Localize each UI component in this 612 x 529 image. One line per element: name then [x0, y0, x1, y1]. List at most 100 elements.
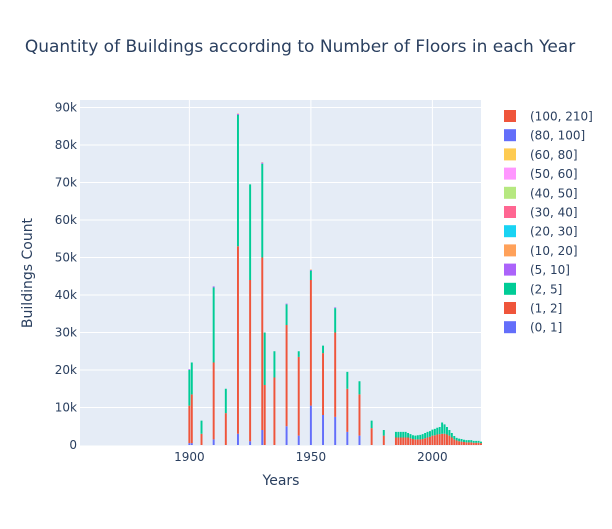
bar-segment[interactable] [441, 423, 443, 434]
bar-segment[interactable] [334, 307, 336, 308]
bar-segment[interactable] [383, 430, 385, 436]
bar-segment[interactable] [410, 438, 412, 445]
bar-segment[interactable] [446, 435, 448, 446]
bar-segment[interactable] [480, 443, 482, 445]
bar-segment[interactable] [422, 439, 424, 445]
bar-segment[interactable] [463, 442, 465, 445]
legend-item[interactable]: (5, 10] [504, 263, 570, 277]
bar-segment[interactable] [397, 438, 399, 446]
bar-segment[interactable] [458, 439, 460, 442]
bar-segment[interactable] [213, 286, 215, 287]
bar-segment[interactable] [298, 351, 300, 357]
bar-segment[interactable] [310, 271, 312, 280]
bar-segment[interactable] [451, 433, 453, 438]
bar-segment[interactable] [405, 438, 407, 446]
bar-segment[interactable] [322, 346, 324, 354]
bar-segment[interactable] [225, 413, 227, 445]
bar-segment[interactable] [191, 394, 193, 443]
bar-segment[interactable] [439, 434, 441, 445]
bar-segment[interactable] [286, 304, 288, 325]
bar-segment[interactable] [273, 378, 275, 446]
bar-segment[interactable] [427, 438, 429, 446]
bar-segment[interactable] [448, 436, 450, 445]
bar-segment[interactable] [468, 442, 470, 445]
bar-segment[interactable] [261, 163, 263, 164]
bar-segment[interactable] [359, 394, 361, 435]
bar-segment[interactable] [444, 434, 446, 445]
bar-segment[interactable] [407, 438, 409, 446]
bar-segment[interactable] [427, 432, 429, 438]
bar-segment[interactable] [456, 441, 458, 446]
bar-segment[interactable] [434, 429, 436, 435]
bar-segment[interactable] [419, 439, 421, 445]
bar-segment[interactable] [419, 435, 421, 440]
bar-segment[interactable] [465, 440, 467, 442]
bar-segment[interactable] [448, 430, 450, 436]
bar-segment[interactable] [412, 435, 414, 439]
bar-segment[interactable] [395, 438, 397, 446]
bar-segment[interactable] [191, 443, 193, 445]
bar-segment[interactable] [322, 415, 324, 445]
bar-segment[interactable] [310, 406, 312, 445]
bar-segment[interactable] [261, 258, 263, 431]
bar-segment[interactable] [264, 385, 266, 445]
legend-item[interactable]: (1, 2] [504, 302, 562, 316]
bar-segment[interactable] [463, 440, 465, 442]
bar-segment[interactable] [458, 441, 460, 445]
bar-segment[interactable] [213, 363, 215, 440]
bar-segment[interactable] [298, 357, 300, 436]
bar-segment[interactable] [261, 430, 263, 445]
bar-segment[interactable] [188, 406, 190, 444]
bar-segment[interactable] [310, 280, 312, 406]
bar-segment[interactable] [310, 270, 312, 271]
legend-item[interactable]: (20, 30] [504, 225, 578, 239]
bar-segment[interactable] [431, 436, 433, 445]
bar-segment[interactable] [346, 372, 348, 389]
bar-segment[interactable] [397, 432, 399, 438]
legend-item[interactable]: (10, 20] [504, 244, 578, 258]
bar-segment[interactable] [410, 434, 412, 438]
bar-segment[interactable] [359, 381, 361, 394]
bar-segment[interactable] [237, 114, 239, 115]
legend-item[interactable]: (60, 80] [504, 148, 578, 162]
bar-segment[interactable] [444, 424, 446, 433]
bar-segment[interactable] [359, 436, 361, 445]
bar-segment[interactable] [422, 434, 424, 439]
bar-segment[interactable] [473, 441, 475, 443]
bar-segment[interactable] [451, 438, 453, 446]
bar-segment[interactable] [417, 439, 419, 445]
bar-segment[interactable] [429, 437, 431, 445]
bar-segment[interactable] [434, 435, 436, 445]
bar-segment[interactable] [201, 421, 203, 434]
bar-segment[interactable] [473, 443, 475, 445]
bar-segment[interactable] [249, 280, 251, 441]
bar-segment[interactable] [429, 431, 431, 437]
bar-segment[interactable] [400, 432, 402, 438]
legend-item[interactable]: (2, 5] [504, 282, 562, 296]
bar-segment[interactable] [475, 441, 477, 443]
bar-segment[interactable] [334, 333, 336, 417]
bar-segment[interactable] [264, 333, 266, 386]
bar-segment[interactable] [465, 442, 467, 445]
bar-segment[interactable] [346, 389, 348, 432]
bar-segment[interactable] [414, 439, 416, 445]
bar-segment[interactable] [468, 440, 470, 442]
bar-segment[interactable] [188, 370, 190, 406]
bar-segment[interactable] [424, 433, 426, 438]
bar-segment[interactable] [402, 438, 404, 446]
bar-segment[interactable] [261, 164, 263, 258]
bar-segment[interactable] [334, 417, 336, 445]
bar-segment[interactable] [213, 288, 215, 363]
bar-segment[interactable] [249, 184, 251, 280]
bar-segment[interactable] [431, 430, 433, 436]
legend-item[interactable]: (30, 40] [504, 206, 578, 220]
bar-segment[interactable] [273, 351, 275, 377]
bar-segment[interactable] [213, 439, 215, 445]
bar-segment[interactable] [456, 438, 458, 441]
bar-segment[interactable] [402, 432, 404, 438]
bar-segment[interactable] [237, 434, 239, 445]
bar-segment[interactable] [475, 443, 477, 445]
bar-segment[interactable] [453, 439, 455, 445]
bar-segment[interactable] [286, 304, 288, 305]
bar-segment[interactable] [346, 432, 348, 445]
